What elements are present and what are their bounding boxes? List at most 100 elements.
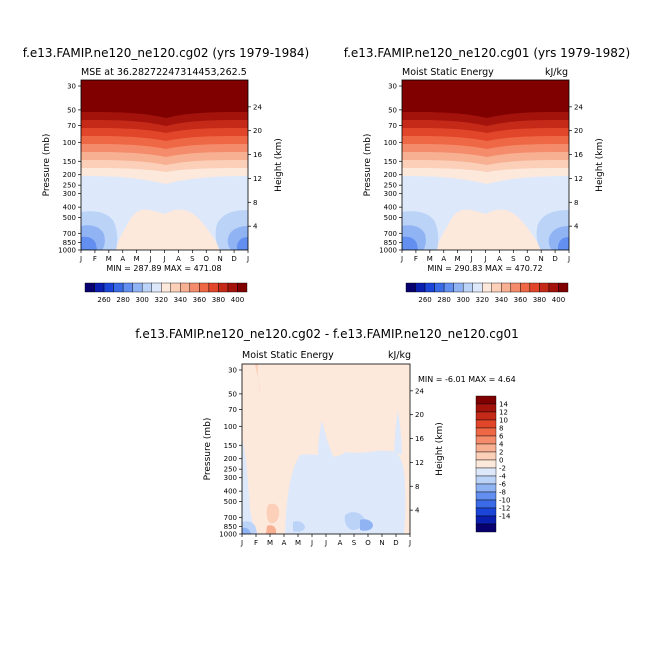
- colorbar-swatch: [475, 467, 497, 477]
- colorbar-label: 260: [418, 296, 431, 304]
- colorbar-swatch: [475, 451, 497, 461]
- colorbar-swatch: [475, 491, 497, 501]
- colorbar-swatch: [141, 282, 152, 293]
- colorbar-2: 260 280 300 320 340 360 380 400: [405, 282, 569, 304]
- pressure-tick-label: 400: [384, 204, 397, 212]
- colorbar-swatch: [113, 282, 124, 293]
- x-tick-label: S: [511, 255, 516, 263]
- pressure-tick-label: 1000: [379, 247, 397, 255]
- colorbar-swatch: [475, 427, 497, 437]
- pressure-tick-label: 300: [384, 190, 397, 198]
- colorbar-swatch: [227, 282, 238, 293]
- x-tick-label: O: [203, 255, 209, 263]
- panel-3-ylabel: Pressure (mb): [203, 418, 213, 481]
- colorbar-swatch: [475, 459, 497, 469]
- colorbar-swatch: [161, 282, 171, 293]
- colorbar-swatch: [475, 515, 497, 525]
- pressure-tick-label: 150: [384, 158, 397, 166]
- colorbar-swatch: [180, 282, 191, 293]
- colorbar-swatch: [189, 282, 200, 293]
- colorbar-swatch: [475, 411, 497, 421]
- pressure-tick-label: 250: [63, 182, 76, 190]
- x-tick-label: A: [441, 255, 446, 263]
- pressure-tick-label: 700: [63, 230, 76, 238]
- x-tick-label: M: [427, 255, 433, 263]
- height-tick-label: 16: [574, 151, 583, 159]
- panel-3-ylabel-right: Height (km): [435, 422, 445, 476]
- colorbar-label: -8: [499, 489, 506, 497]
- pressure-tick-label: 100: [384, 139, 397, 147]
- colorbar-swatch: [462, 282, 473, 293]
- panel-2-ylabel-right: Height (km): [595, 138, 605, 192]
- colorbar-label: 340: [495, 296, 508, 304]
- height-tick-label: 8: [574, 199, 578, 207]
- pressure-tick-label: 100: [224, 423, 237, 431]
- colorbar-label: 260: [97, 296, 110, 304]
- colorbar-label: 280: [437, 296, 450, 304]
- colorbar-swatch: [237, 282, 248, 293]
- height-tick-label: 24: [253, 103, 262, 111]
- panel-2-minmax: MIN = 290.83 MAX = 470.72: [427, 264, 542, 273]
- x-tick-label: A: [282, 539, 287, 547]
- pressure-tick-label: 200: [384, 171, 397, 179]
- panel-2-title: f.e13.FAMIP.ne120_ne120.cg01 (yrs 1979-1…: [344, 46, 631, 60]
- x-tick-label: N: [539, 255, 544, 263]
- pressure-tick-label: 850: [224, 523, 237, 531]
- colorbar-swatch: [199, 282, 210, 293]
- colorbar-label: 380: [212, 296, 225, 304]
- colorbar-swatch: [415, 282, 426, 293]
- colorbar-1: 260 280 300 320 340 360 380 400: [84, 282, 248, 304]
- panel-2-subtitle-right: kJ/kg: [545, 67, 568, 78]
- panel-2-subtitle-left: Moist Static Energy: [402, 67, 494, 78]
- colorbar-label: -6: [499, 481, 507, 489]
- pressure-tick-label: 300: [224, 474, 237, 482]
- colorbar-swatch: [443, 282, 454, 293]
- colorbar-label: 360: [514, 296, 527, 304]
- panel-1-plot-area: [80, 79, 249, 251]
- height-tick-label: 8: [415, 483, 419, 491]
- x-tick-label: D: [231, 255, 236, 263]
- pressure-tick-label: 150: [63, 158, 76, 166]
- x-tick-label: F: [254, 539, 258, 547]
- pressure-tick-label: 250: [224, 466, 237, 474]
- panel-1-ylabel: Pressure (mb): [42, 134, 52, 197]
- x-tick-label: A: [338, 539, 343, 547]
- colorbar-label: -4: [499, 473, 507, 481]
- pressure-tick-label: 400: [224, 488, 237, 496]
- x-tick-label: J: [162, 255, 165, 263]
- colorbar-swatch: [475, 483, 497, 493]
- x-tick-label: J: [310, 539, 313, 547]
- x-tick-label: M: [295, 539, 301, 547]
- colorbar-swatch: [475, 435, 497, 445]
- x-tick-label: S: [352, 539, 357, 547]
- pressure-tick-label: 1000: [219, 531, 237, 539]
- x-tick-label: D: [552, 255, 557, 263]
- pressure-tick-label: 70: [388, 122, 397, 130]
- colorbar-swatch: [472, 282, 483, 293]
- x-tick-label: M: [455, 255, 461, 263]
- x-tick-label: J: [246, 255, 249, 263]
- pressure-tick-label: 200: [63, 171, 76, 179]
- colorbar-swatch: [520, 282, 531, 293]
- colorbar-label: -12: [499, 505, 510, 513]
- colorbar-label: 320: [476, 296, 489, 304]
- colorbar-swatch: [475, 395, 497, 405]
- colorbar-label: -2: [499, 465, 506, 473]
- pressure-tick-label: 30: [228, 367, 237, 375]
- height-tick-label: 24: [574, 103, 583, 111]
- pressure-tick-label: 500: [63, 214, 76, 222]
- pressure-tick-label: 50: [228, 390, 237, 398]
- panel-1-ylabel-right: Height (km): [274, 138, 284, 192]
- panel-3-title: f.e13.FAMIP.ne120_ne120.cg02 - f.e13.FAM…: [135, 327, 519, 341]
- panel-2: f.e13.FAMIP.ne120_ne120.cg01 (yrs 1979-1…: [344, 46, 631, 304]
- panel-1-axes: J F M A M J J A S O N D J305070100150200250300400500…: [58, 83, 262, 264]
- height-tick-label: 4: [574, 223, 579, 231]
- colorbar-label: 2: [499, 449, 503, 457]
- colorbar-swatch: [539, 282, 550, 293]
- panel-3-subtitle-left: Moist Static Energy: [242, 350, 334, 361]
- colorbar-swatch: [103, 282, 114, 293]
- pressure-tick-label: 70: [67, 122, 76, 130]
- x-tick-label: J: [408, 539, 411, 547]
